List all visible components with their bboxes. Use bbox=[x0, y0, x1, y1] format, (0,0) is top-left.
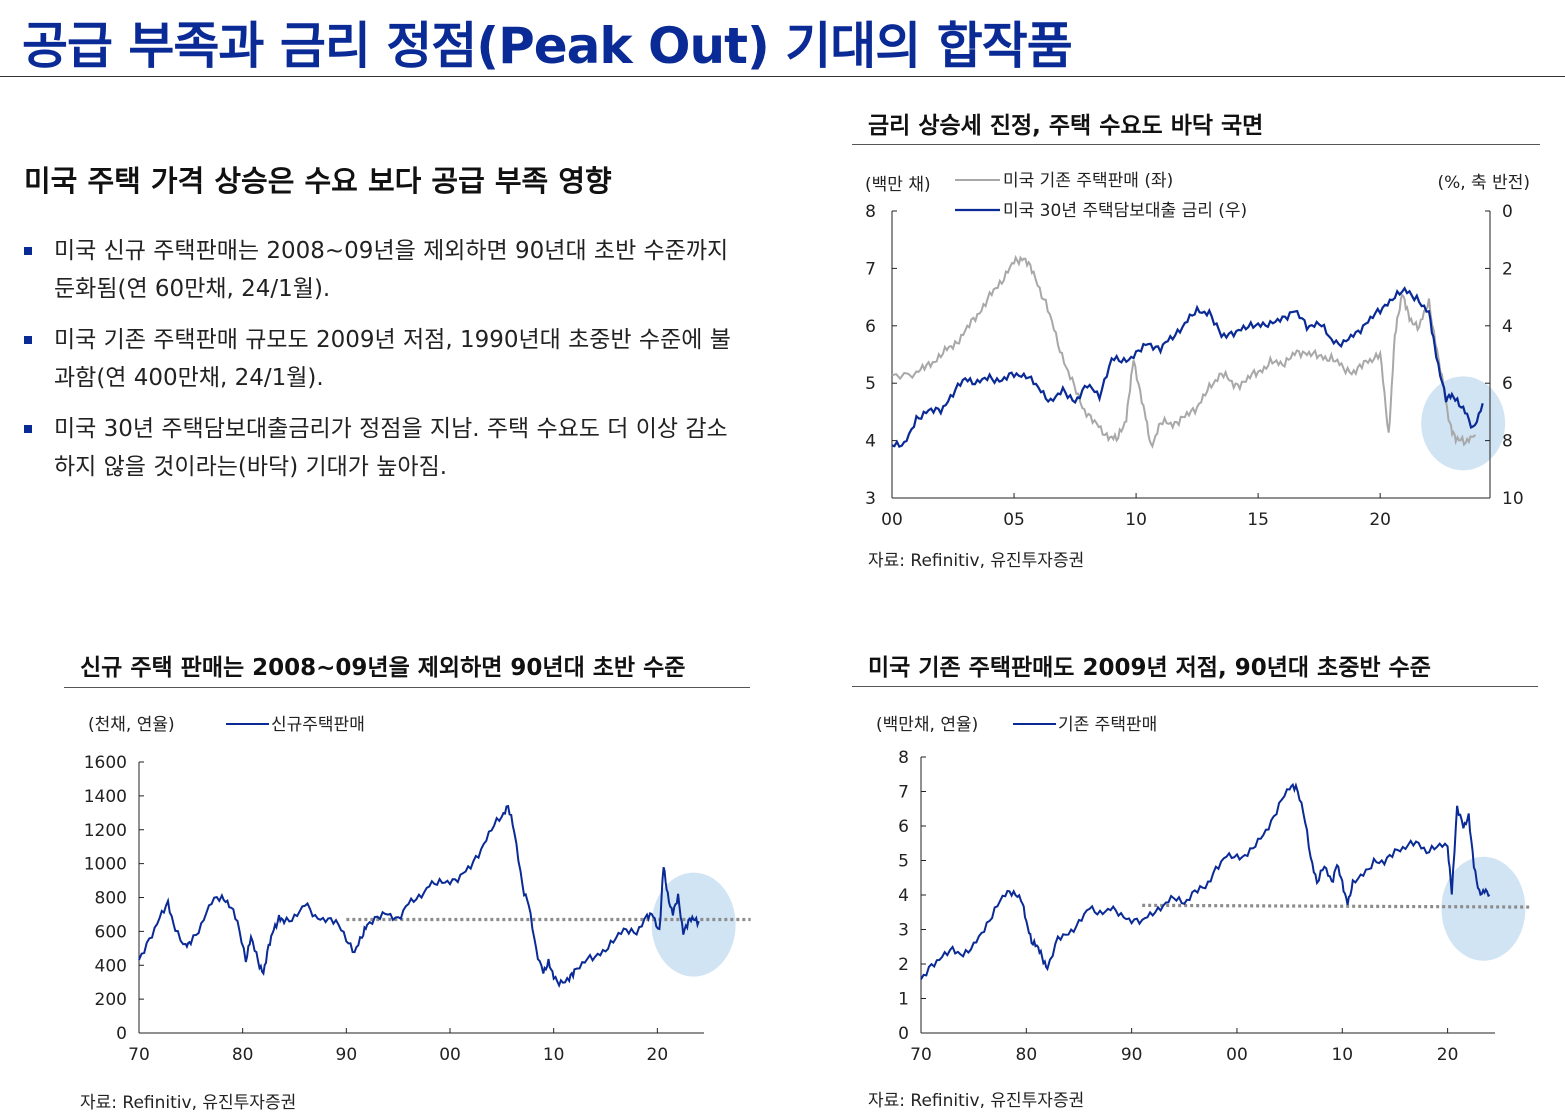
bullet-text: 미국 신규 주택판매는 2008~09년을 제외하면 90년대 초반 수준까지 … bbox=[54, 238, 729, 302]
y-tick-label: 1200 bbox=[84, 821, 127, 841]
x-tick-label: 00 bbox=[439, 1045, 461, 1065]
series-line-mortgage-rate bbox=[891, 286, 1484, 448]
series-line bbox=[138, 804, 700, 989]
axis-unit: (백만채, 연율) bbox=[876, 715, 978, 735]
bullet-square-icon bbox=[24, 247, 32, 255]
y-tick-label-right: 10 bbox=[1502, 489, 1524, 509]
y-tick-label: 1 bbox=[898, 990, 909, 1010]
y-tick-label: 2 bbox=[898, 955, 909, 975]
y-tick-label: 600 bbox=[95, 922, 127, 942]
y-tick-label-left: 7 bbox=[865, 259, 876, 279]
bullet-list: 미국 신규 주택판매는 2008~09년을 제외하면 90년대 초반 수준까지 … bbox=[22, 232, 742, 499]
series-line-existing-sales bbox=[891, 254, 1477, 449]
y-tick-label: 200 bbox=[95, 990, 127, 1010]
y-tick-label: 7 bbox=[898, 783, 909, 803]
y-tick-label-right: 4 bbox=[1502, 317, 1513, 337]
x-tick-label: 10 bbox=[1331, 1045, 1353, 1065]
legend-label-existing-sales: 미국 기존 주택판매 (좌) bbox=[1003, 171, 1173, 191]
y-tick-label: 4 bbox=[898, 886, 909, 906]
series-line bbox=[920, 782, 1491, 980]
y-tick-label: 0 bbox=[898, 1024, 909, 1044]
reference-dotted-line bbox=[1142, 903, 1532, 909]
x-tick-label: 80 bbox=[1016, 1045, 1038, 1065]
y-tick-label-left: 4 bbox=[865, 432, 876, 452]
y-tick-label: 1000 bbox=[84, 855, 127, 875]
x-tick-label: 05 bbox=[1003, 510, 1025, 530]
bullet-item: 미국 30년 주택담보대출금리가 정점을 지남. 주택 수요도 더 이상 감소하… bbox=[22, 410, 742, 486]
chart-title-rule bbox=[852, 686, 1538, 687]
chart-source-existing-home: 자료: Refinitiv, 유진투자증권 bbox=[868, 1091, 1085, 1111]
y-tick-label: 0 bbox=[116, 1024, 127, 1044]
title-divider bbox=[0, 76, 1565, 77]
highlight-circle bbox=[651, 872, 736, 977]
bullet-square-icon bbox=[24, 336, 32, 344]
x-tick-label: 00 bbox=[881, 510, 903, 530]
x-tick-label: 20 bbox=[1369, 510, 1391, 530]
y-tick-label: 1400 bbox=[84, 787, 127, 807]
y-tick-label: 8 bbox=[898, 748, 909, 768]
left-axis-unit: (백만 채) bbox=[865, 175, 931, 195]
y-tick-label-left: 3 bbox=[865, 489, 876, 509]
y-tick-label-left: 8 bbox=[865, 202, 876, 222]
chart-title-rule bbox=[64, 687, 750, 688]
x-tick-label: 00 bbox=[1226, 1045, 1248, 1065]
y-tick-label: 800 bbox=[95, 889, 127, 909]
bullet-item: 미국 기존 주택판매 규모도 2009년 저점, 1990년대 초중반 수준에 … bbox=[22, 321, 742, 397]
legend-label: 신규주택판매 bbox=[271, 715, 365, 735]
chart-title-rates: 금리 상승세 진정, 주택 수요도 바닥 국면 bbox=[868, 113, 1264, 139]
y-tick-label-left: 5 bbox=[865, 374, 876, 394]
x-tick-label: 20 bbox=[647, 1045, 669, 1065]
chart-source-rates: 자료: Refinitiv, 유진투자증권 bbox=[868, 551, 1085, 571]
x-tick-label: 70 bbox=[910, 1045, 932, 1065]
chart-title-existing-home: 미국 기존 주택판매도 2009년 저점, 90년대 초중반 수준 bbox=[868, 655, 1431, 681]
page-title: 공급 부족과 금리 정점(Peak Out) 기대의 합작품 bbox=[22, 17, 1073, 75]
x-tick-label: 10 bbox=[1125, 510, 1147, 530]
y-tick-label: 1600 bbox=[84, 753, 127, 773]
x-tick-label: 90 bbox=[336, 1045, 358, 1065]
y-tick-label: 5 bbox=[898, 852, 909, 872]
chart-source-new-home: 자료: Refinitiv, 유진투자증권 bbox=[80, 1093, 297, 1113]
section-heading: 미국 주택 가격 상승은 수요 보다 공급 부족 영향 bbox=[24, 164, 612, 198]
x-tick-label: 10 bbox=[543, 1045, 565, 1065]
bullet-item: 미국 신규 주택판매는 2008~09년을 제외하면 90년대 초반 수준까지 … bbox=[22, 232, 742, 308]
highlight-circle bbox=[1441, 856, 1526, 961]
y-tick-label-right: 6 bbox=[1502, 374, 1513, 394]
x-tick-label: 80 bbox=[232, 1045, 254, 1065]
y-tick-label-right: 0 bbox=[1502, 202, 1513, 222]
x-tick-label: 15 bbox=[1247, 510, 1269, 530]
chart-title-new-home: 신규 주택 판매는 2008~09년을 제외하면 90년대 초반 수준 bbox=[80, 655, 686, 681]
legend-label: 기존 주택판매 bbox=[1058, 715, 1157, 735]
x-tick-label: 70 bbox=[128, 1045, 150, 1065]
chart-title-rule bbox=[852, 144, 1540, 145]
y-tick-label-right: 2 bbox=[1502, 259, 1513, 279]
bullet-text: 미국 기존 주택판매 규모도 2009년 저점, 1990년대 초중반 수준에 … bbox=[54, 327, 731, 391]
y-tick-label: 6 bbox=[898, 817, 909, 837]
right-axis-unit: (%, 축 반전) bbox=[1437, 173, 1530, 193]
y-tick-label-right: 8 bbox=[1502, 432, 1513, 452]
y-tick-label: 400 bbox=[95, 956, 127, 976]
legend-label-mortgage-rate: 미국 30년 주택담보대출 금리 (우) bbox=[1003, 201, 1247, 221]
highlight-circle bbox=[1421, 376, 1506, 471]
axis-unit: (천채, 연율) bbox=[88, 715, 175, 735]
bullet-square-icon bbox=[24, 425, 32, 433]
bullet-text: 미국 30년 주택담보대출금리가 정점을 지남. 주택 수요도 더 이상 감소하… bbox=[54, 416, 728, 480]
x-tick-label: 90 bbox=[1121, 1045, 1143, 1065]
x-tick-label: 20 bbox=[1437, 1045, 1459, 1065]
y-tick-label: 3 bbox=[898, 921, 909, 941]
y-tick-label-left: 6 bbox=[865, 317, 876, 337]
